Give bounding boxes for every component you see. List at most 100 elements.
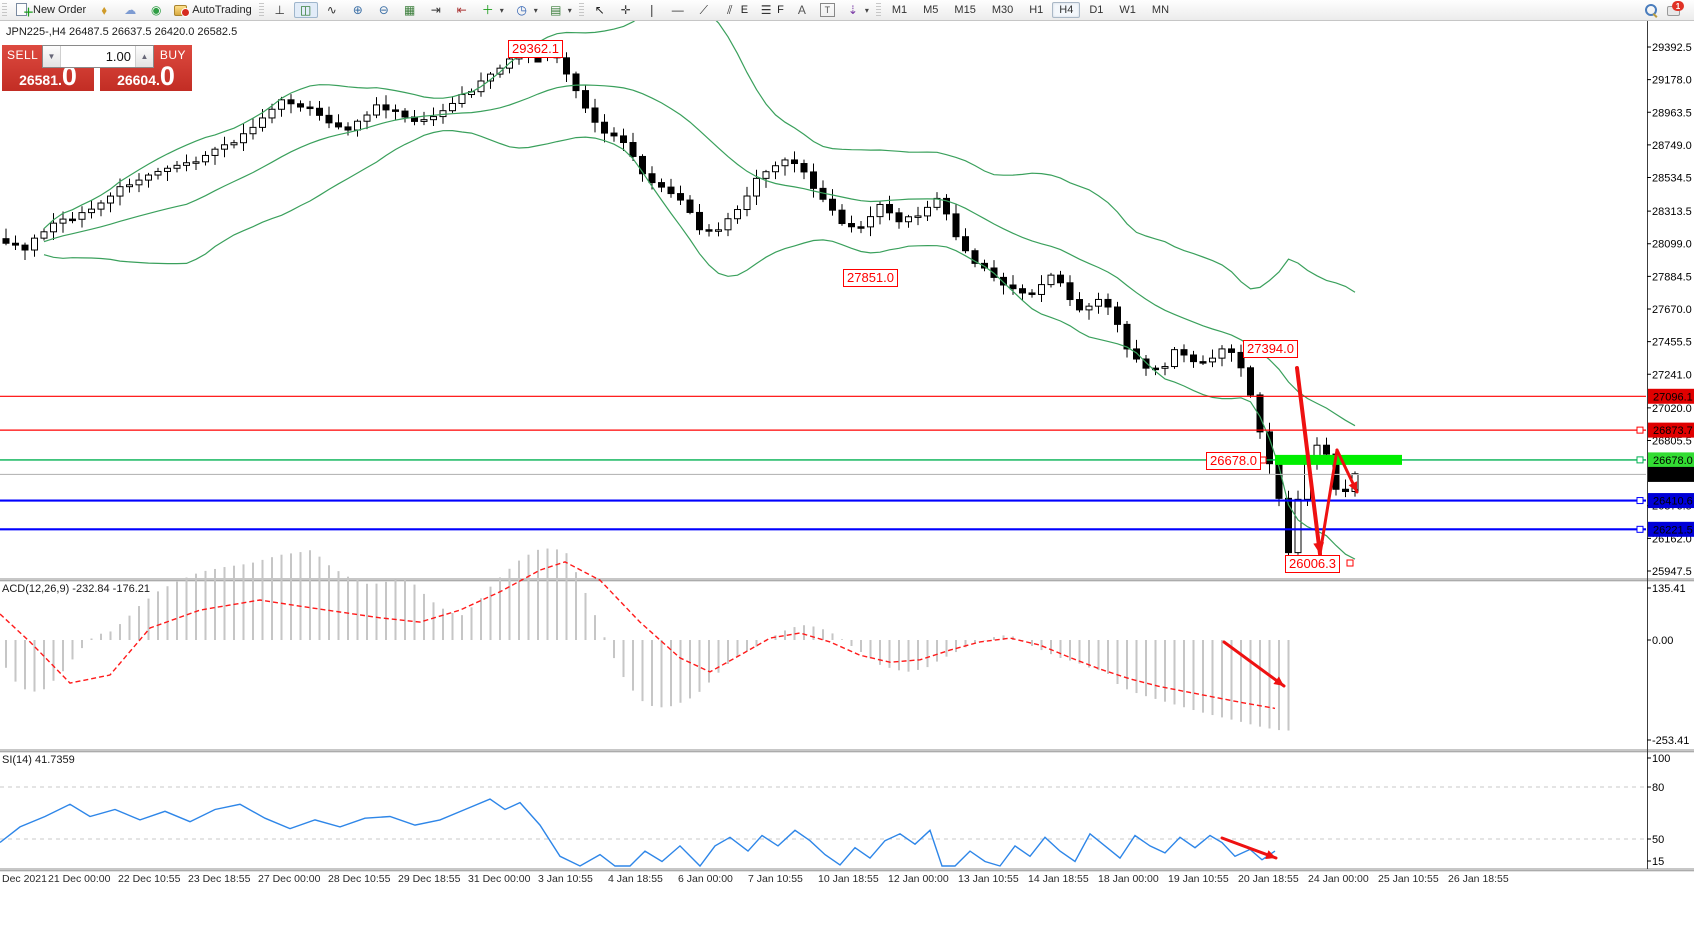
price-callout-26006.3[interactable]: 26006.3: [1285, 555, 1340, 573]
timeframe-m15-button[interactable]: M15: [954, 4, 976, 16]
svg-text:13 Jan 10:55: 13 Jan 10:55: [958, 873, 1019, 885]
fibonacci-icon-sub: F: [777, 4, 784, 16]
volume-decrease-button[interactable]: ▼: [43, 46, 61, 67]
volume-value[interactable]: 1.00: [105, 49, 131, 64]
gold-chip-button[interactable]: ⬧: [92, 2, 116, 18]
chart-shift-button[interactable]: ⇤: [450, 2, 474, 18]
green-highlight-bar[interactable]: [1275, 454, 1402, 465]
toolbar-grip[interactable]: [578, 3, 584, 17]
dropdown-caret-icon: ▾: [864, 5, 869, 15]
text-button[interactable]: A: [790, 2, 814, 18]
line-handle[interactable]: [1636, 525, 1644, 533]
toolbar-grip[interactable]: [2, 3, 7, 17]
price-tag-27096.1: [1648, 388, 1694, 404]
search-button[interactable]: [1641, 2, 1661, 18]
cursor-button[interactable]: ↖: [588, 2, 612, 18]
svg-text:15: 15: [1652, 856, 1664, 868]
timeframe-m30-button[interactable]: M30: [991, 4, 1014, 16]
svg-text:0.00: 0.00: [1652, 635, 1673, 647]
fibonacci-button[interactable]: ☰ F: [754, 2, 788, 18]
timeframe-d1-button[interactable]: D1: [1089, 4, 1104, 16]
macd-header: ACD(12,26,9) -232.84 -176.21: [2, 583, 150, 595]
trendline-button[interactable]: ⟋: [692, 2, 716, 18]
periods-button[interactable]: ◷ ▾: [510, 2, 542, 18]
price-callout-26678.0[interactable]: 26678.0: [1206, 452, 1261, 470]
timeframe-w1-button[interactable]: W1: [1119, 4, 1136, 16]
autotrading-button[interactable]: AutoTrading: [170, 2, 256, 18]
svg-text:3 Jan 10:55: 3 Jan 10:55: [538, 873, 593, 885]
auto-scroll-button[interactable]: ⇥: [424, 2, 448, 18]
equidistant-channel-icon-sub: E: [740, 4, 749, 16]
svg-text:28099.0: 28099.0: [1652, 239, 1692, 251]
svg-text:24 Jan 00:00: 24 Jan 00:00: [1308, 873, 1369, 885]
price-callout-27394.0[interactable]: 27394.0: [1243, 340, 1298, 358]
line-handle[interactable]: [1636, 456, 1644, 464]
price-tag-26221.5: [1648, 521, 1694, 537]
equidistant-channel-button[interactable]: ⫽ E: [718, 2, 752, 18]
auto-scroll-icon: ⇥: [430, 3, 441, 17]
macd-panel: 135.41 0.00 -253.41: [0, 548, 1689, 747]
toolbar-grip[interactable]: [258, 3, 264, 17]
volume-stepper: ▼ 1.00 ▲: [42, 45, 154, 68]
volume-increase-button[interactable]: ▲: [135, 46, 153, 67]
svg-text:135.41: 135.41: [1652, 583, 1686, 595]
price-callout-29362.1[interactable]: 29362.1: [508, 40, 563, 58]
price-callout-27851.0[interactable]: 27851.0: [843, 269, 898, 287]
svg-text:28963.5: 28963.5: [1652, 107, 1692, 119]
svg-text:29178.0: 29178.0: [1652, 75, 1692, 87]
svg-text:26221.5: 26221.5: [1653, 524, 1693, 536]
horizontal-line-button[interactable]: —: [666, 2, 690, 18]
text-icon: A: [797, 3, 806, 17]
arrows-tool-icon: ⇣: [847, 3, 858, 17]
line-chart-button[interactable]: ∿: [320, 2, 344, 18]
horizontal-line-icon: —: [671, 3, 684, 17]
svg-text:4 Jan 18:55: 4 Jan 18:55: [608, 873, 663, 885]
signal-button[interactable]: ◉: [144, 2, 168, 18]
zoom-in-button[interactable]: ⊕: [346, 2, 370, 18]
timeframe-mn-button[interactable]: MN: [1151, 4, 1170, 16]
price-axis: 29392.5 29178.0 28963.5 28749.0 28534.5 28313…: [1647, 42, 1694, 578]
time-axis: Dec 2021 21 Dec 00:00 22 Dec 10:55 23 Dec 1…: [2, 873, 1509, 885]
cloud-publish-button[interactable]: ☁: [118, 2, 142, 18]
callout-handle[interactable]: [1346, 559, 1354, 567]
svg-text:27241.0: 27241.0: [1652, 369, 1692, 381]
arrows-tool-button[interactable]: ⇣ ▾: [841, 2, 873, 18]
gold-chip-icon: ⬧: [101, 3, 107, 17]
crosshair-icon: ✛: [620, 3, 631, 17]
svg-text:25947.5: 25947.5: [1652, 566, 1692, 578]
line-handle[interactable]: [1636, 426, 1644, 434]
cloud-publish-icon: ☁: [124, 3, 137, 17]
svg-text:26678.0: 26678.0: [1653, 455, 1693, 467]
bar-chart-icon: ⊥: [274, 3, 285, 17]
timeframe-h4-button[interactable]: H4: [1052, 2, 1081, 18]
dropdown-caret-icon: ▾: [567, 5, 572, 15]
bar-chart-button[interactable]: ⊥: [268, 2, 292, 18]
indicators-button[interactable]: ＋ ▾: [476, 2, 508, 18]
autotrading-label: AutoTrading: [192, 4, 252, 16]
chat-button[interactable]: 1: [1663, 1, 1686, 18]
crosshair-button[interactable]: ✛: [614, 2, 638, 18]
vertical-line-button[interactable]: ❘: [640, 2, 664, 18]
candlestick-chart-button[interactable]: ◫: [293, 2, 318, 18]
line-handle[interactable]: [1636, 497, 1644, 505]
rsi-panel: 100 80 50 15: [0, 753, 1670, 868]
rsi-line: [0, 798, 1276, 868]
templates-button[interactable]: ▤ ▾: [544, 2, 576, 18]
svg-text:100: 100: [1652, 753, 1670, 765]
trend-arrows[interactable]: [1220, 366, 1359, 860]
timeframe-m5-button[interactable]: M5: [923, 4, 939, 16]
tile-windows-button[interactable]: ▦: [398, 2, 422, 18]
toolbar-grip[interactable]: [875, 3, 881, 17]
timeframe-m1-button[interactable]: M1: [891, 4, 908, 16]
zoom-out-button[interactable]: ⊖: [372, 2, 396, 18]
svg-text:10 Jan 18:55: 10 Jan 18:55: [818, 873, 879, 885]
text-label-button[interactable]: T: [816, 2, 839, 18]
new-order-button[interactable]: ＋ New Order: [11, 2, 90, 19]
svg-text:26 Jan 18:55: 26 Jan 18:55: [1448, 873, 1509, 885]
dropdown-caret-icon: ▾: [499, 5, 504, 15]
timeframe-h1-button[interactable]: H1: [1029, 4, 1044, 16]
buy-label: BUY: [159, 48, 186, 62]
text-label-icon: T: [819, 3, 835, 17]
vertical-line-icon: ❘: [646, 3, 657, 17]
